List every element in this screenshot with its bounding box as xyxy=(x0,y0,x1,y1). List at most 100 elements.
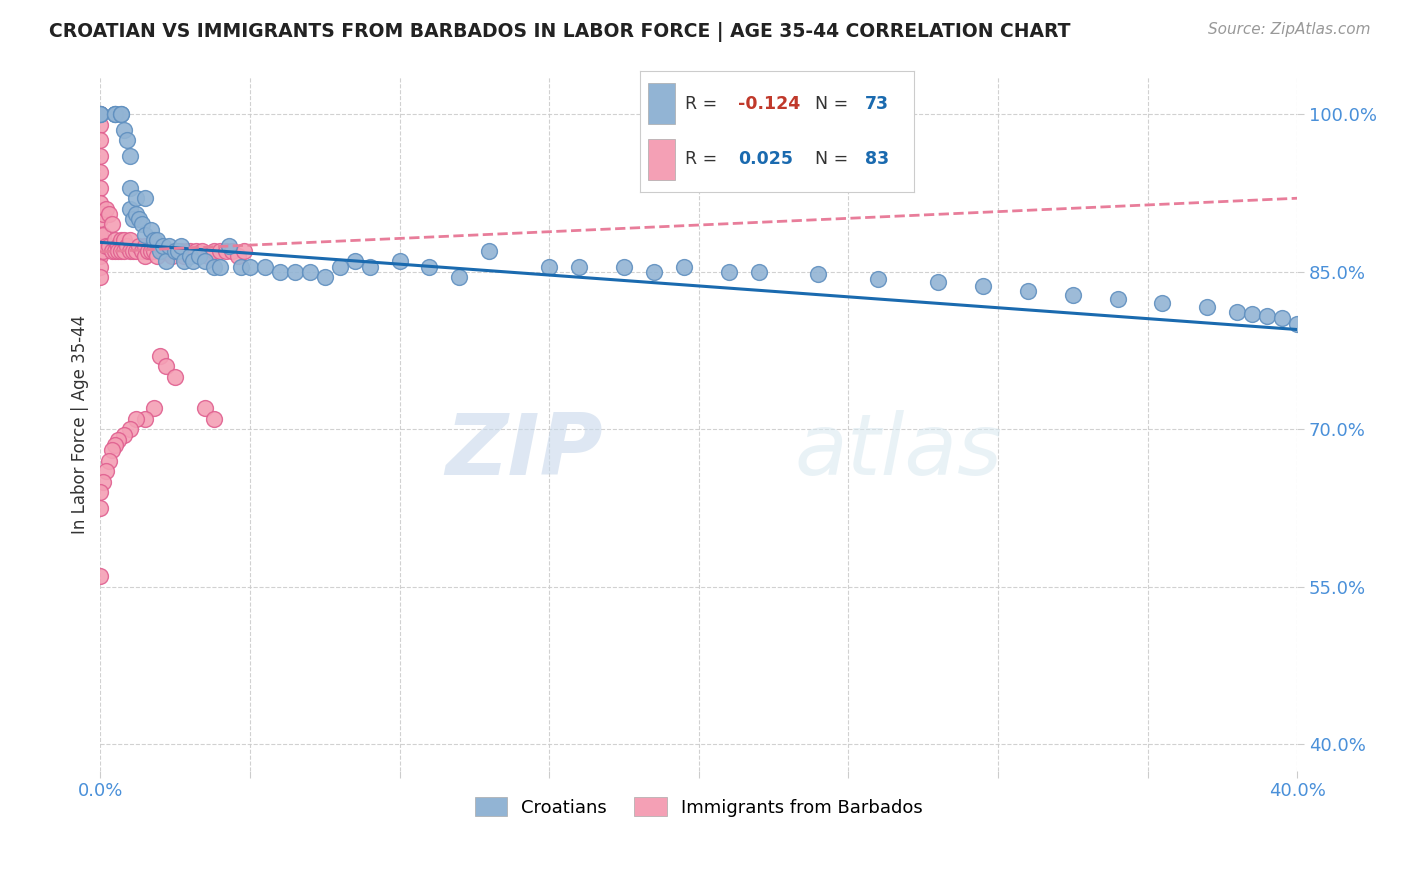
Point xyxy=(165,369,187,384)
Point xyxy=(717,265,740,279)
Point xyxy=(1256,309,1278,323)
Point xyxy=(125,412,148,426)
Point xyxy=(101,218,124,232)
Point xyxy=(181,254,204,268)
Point xyxy=(128,238,150,252)
Text: N =: N = xyxy=(804,95,853,113)
Point xyxy=(538,260,561,274)
Text: ZIP: ZIP xyxy=(446,410,603,493)
Point xyxy=(89,107,111,121)
Text: -0.124: -0.124 xyxy=(738,95,800,113)
Point xyxy=(110,244,132,258)
Point xyxy=(89,569,111,583)
Point xyxy=(146,233,169,247)
Point xyxy=(613,260,636,274)
Point xyxy=(101,443,124,458)
Point xyxy=(96,464,118,478)
Point xyxy=(120,422,142,436)
Point xyxy=(1241,307,1264,321)
Point xyxy=(107,433,129,447)
Point xyxy=(170,238,193,252)
Point xyxy=(1107,292,1129,306)
Point xyxy=(157,238,180,252)
Point xyxy=(125,191,148,205)
Point xyxy=(152,238,174,252)
Point xyxy=(149,238,172,252)
Point xyxy=(149,349,172,363)
Legend: Croatians, Immigrants from Barbados: Croatians, Immigrants from Barbados xyxy=(467,790,931,824)
Point xyxy=(1062,288,1084,302)
Point xyxy=(96,238,118,252)
Point xyxy=(93,207,115,221)
Text: CROATIAN VS IMMIGRANTS FROM BARBADOS IN LABOR FORCE | AGE 35-44 CORRELATION CHAR: CROATIAN VS IMMIGRANTS FROM BARBADOS IN … xyxy=(49,22,1071,42)
Point xyxy=(160,249,183,263)
Text: 0.025: 0.025 xyxy=(738,150,793,169)
Point xyxy=(202,260,225,274)
Point xyxy=(202,412,225,426)
Point xyxy=(215,244,238,258)
Point xyxy=(218,238,240,252)
Point xyxy=(972,279,994,293)
Text: R =: R = xyxy=(685,150,723,169)
Text: R =: R = xyxy=(685,95,723,113)
Point xyxy=(89,133,111,147)
Point xyxy=(868,272,890,286)
Point xyxy=(134,191,156,205)
Point xyxy=(226,249,249,263)
Point xyxy=(125,207,148,221)
Point xyxy=(167,244,190,258)
Point xyxy=(170,244,193,258)
FancyBboxPatch shape xyxy=(648,84,675,124)
Text: 73: 73 xyxy=(865,95,889,113)
Point xyxy=(165,244,187,258)
Point xyxy=(89,238,111,252)
Text: 83: 83 xyxy=(865,150,889,169)
Point xyxy=(188,249,211,263)
Point xyxy=(184,244,207,258)
Point xyxy=(93,475,115,489)
Point xyxy=(927,275,949,289)
Point xyxy=(329,260,352,274)
Point xyxy=(134,412,156,426)
Text: atlas: atlas xyxy=(794,410,1002,493)
Point xyxy=(157,244,180,258)
Point xyxy=(343,254,366,268)
Point xyxy=(120,202,142,216)
Point xyxy=(89,165,111,179)
Point xyxy=(96,202,118,216)
Point xyxy=(122,212,145,227)
Point xyxy=(155,244,177,258)
Text: N =: N = xyxy=(804,150,853,169)
Point xyxy=(104,107,127,121)
Point xyxy=(110,233,132,247)
Point xyxy=(104,107,127,121)
Point xyxy=(176,244,198,258)
Point xyxy=(98,238,121,252)
Point xyxy=(110,107,132,121)
Point xyxy=(89,249,111,263)
Point xyxy=(112,233,135,247)
Point xyxy=(284,265,307,279)
Point xyxy=(112,427,135,442)
Point xyxy=(478,244,501,258)
Point xyxy=(112,244,135,258)
Point xyxy=(117,238,139,252)
Point xyxy=(112,123,135,137)
Point xyxy=(239,260,262,274)
Point xyxy=(359,260,381,274)
Point xyxy=(89,227,111,242)
Point xyxy=(98,454,121,468)
Point xyxy=(155,359,177,374)
Point xyxy=(120,244,142,258)
Point xyxy=(568,260,591,274)
Point xyxy=(101,244,124,258)
Point xyxy=(149,244,172,258)
Point xyxy=(807,267,830,281)
Point xyxy=(449,270,471,285)
Point xyxy=(128,212,150,227)
Point xyxy=(104,244,127,258)
Point xyxy=(89,244,111,258)
Point xyxy=(89,118,111,132)
Point xyxy=(125,244,148,258)
Point xyxy=(173,254,195,268)
